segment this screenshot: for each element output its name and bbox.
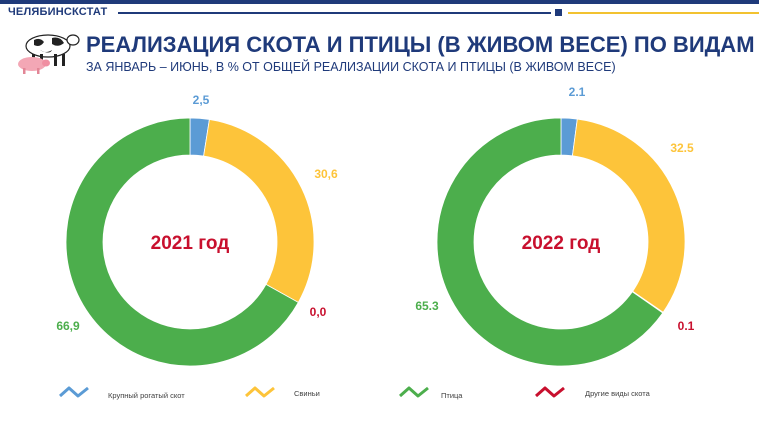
top-bar	[0, 0, 759, 4]
donut-2-center-label: 2022 год	[522, 233, 601, 254]
donut-2-slice-pigs	[571, 118, 686, 313]
header-rule-gold	[568, 12, 759, 14]
legend-label-poultry: Птица	[441, 391, 463, 400]
legend-swatch-cattle	[59, 386, 89, 398]
donut-1-slice-poultry	[65, 117, 299, 367]
donut-2-value-label-poultry: 65.3	[415, 299, 439, 313]
livestock-logo-icon	[18, 34, 80, 74]
org-name: ЧЕЛЯБИНСКСТАТ	[8, 6, 108, 18]
legend-swatch-pigs	[245, 386, 275, 398]
legend-label-cattle: Крупный рогатый скот	[108, 391, 185, 400]
donut-1-value-label-cattle: 2,5	[193, 93, 210, 107]
donut-1-center-label: 2021 год	[151, 233, 230, 254]
donut-2-value-label-other: 0.1	[678, 319, 695, 333]
page-title: РЕАЛИЗАЦИЯ СКОТА И ПТИЦЫ (В ЖИВОМ ВЕСЕ) …	[86, 32, 755, 57]
legend-swatch-other	[535, 386, 565, 398]
legend-label-other: Другие виды скота	[585, 389, 651, 398]
legend-label-pigs: Свиньи	[294, 389, 320, 398]
legend-swatch-poultry	[399, 386, 429, 398]
header-rule-blue	[118, 12, 551, 14]
donut-2-value-label-cattle: 2.1	[569, 85, 586, 99]
header-rule-marker	[555, 9, 562, 16]
donut-2-value-label-pigs: 32.5	[670, 141, 694, 155]
page-subtitle: ЗА ЯНВАРЬ – ИЮНЬ, В % ОТ ОБЩЕЙ РЕАЛИЗАЦИ…	[86, 60, 616, 74]
donut-2-slice-poultry	[436, 117, 664, 367]
donut-1-value-label-pigs: 30,6	[314, 167, 338, 181]
donut-1-value-label-poultry: 66,9	[56, 319, 80, 333]
donut-1-slice-pigs	[203, 119, 315, 303]
donut-1-value-label-other: 0,0	[310, 305, 327, 319]
